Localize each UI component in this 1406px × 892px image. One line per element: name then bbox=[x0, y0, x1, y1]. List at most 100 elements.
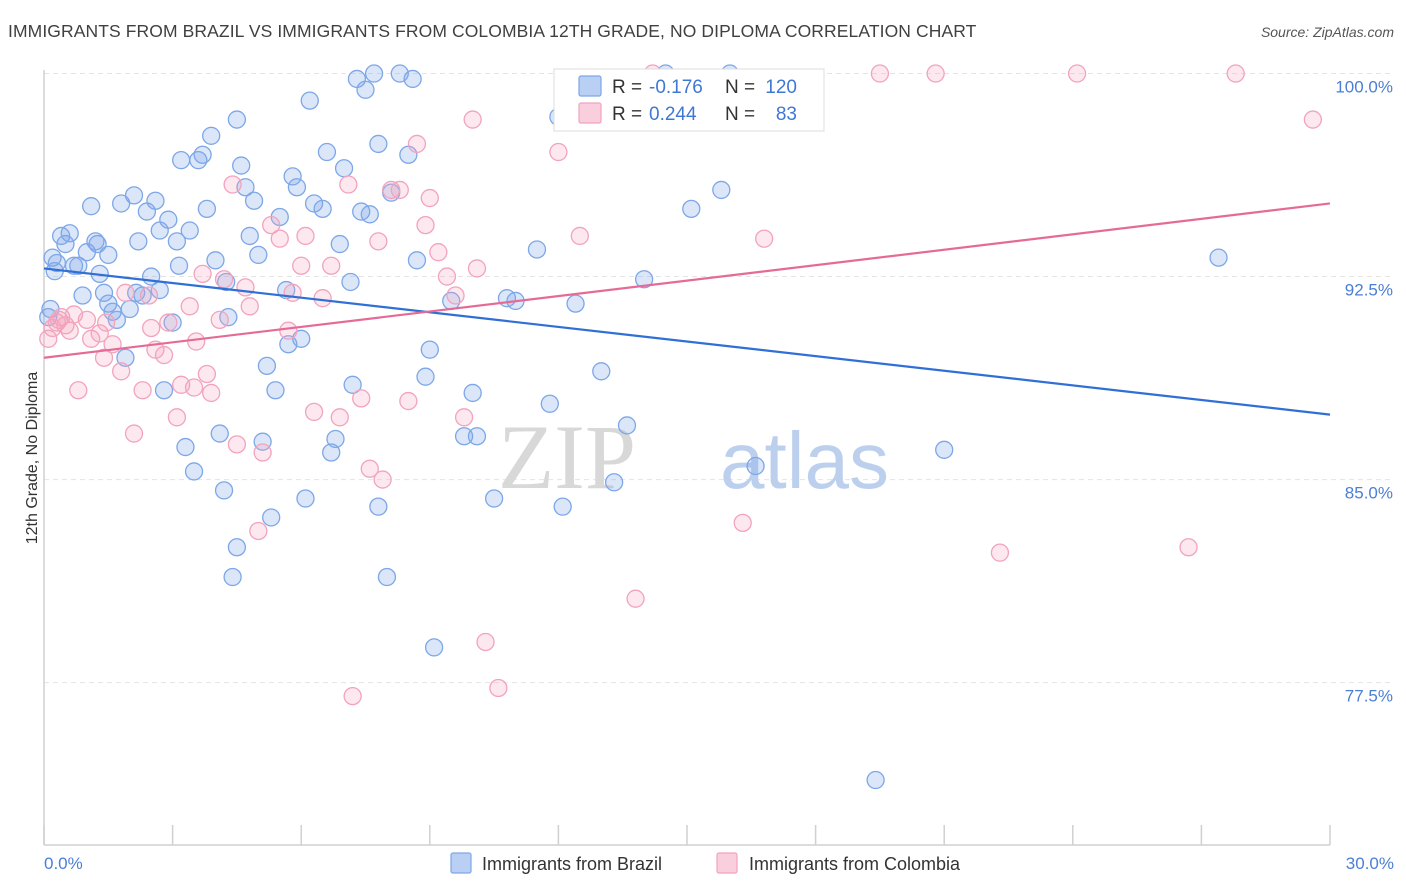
brazil-point bbox=[202, 126, 221, 145]
colombia-point bbox=[322, 256, 341, 275]
colombia-point bbox=[133, 381, 152, 400]
y-axis-label: 12th Grade, No Diploma bbox=[24, 372, 41, 545]
legend-swatch-colombia bbox=[578, 102, 602, 124]
colombia-point bbox=[870, 64, 890, 83]
legend-n-label-colombia: N = bbox=[725, 104, 755, 125]
brazil-point bbox=[249, 245, 268, 265]
brazil-point bbox=[356, 80, 375, 99]
colombia-point bbox=[313, 289, 332, 308]
legend-n-value-brazil: 120 bbox=[765, 77, 797, 98]
brazil-point bbox=[94, 283, 114, 302]
brazil-point bbox=[86, 232, 105, 251]
brazil-point bbox=[253, 432, 272, 451]
colombia-point bbox=[202, 383, 221, 403]
colombia-point bbox=[167, 408, 187, 427]
brazil-point bbox=[866, 770, 885, 790]
brazil-point bbox=[420, 340, 439, 359]
legend-r-value-brazil: -0.176 bbox=[649, 77, 703, 98]
colombia-point bbox=[77, 310, 97, 330]
brazil-point bbox=[167, 232, 187, 251]
colombia-point bbox=[249, 521, 268, 541]
brazil-point bbox=[592, 362, 611, 381]
bottom-legend-label-colombia: Immigrants from Colombia bbox=[749, 854, 961, 874]
brazil-point bbox=[88, 234, 107, 254]
brazil-point bbox=[210, 424, 229, 443]
brazil-point bbox=[317, 142, 337, 162]
brazil-point bbox=[82, 197, 101, 216]
colombia-point bbox=[733, 513, 752, 533]
brazil-point bbox=[604, 473, 624, 492]
brazil-point bbox=[107, 310, 127, 330]
colombia-point bbox=[1303, 110, 1323, 129]
correlation-legend: R = -0.176 N = 120 R = 0.244 N = 83 bbox=[553, 68, 825, 132]
colombia-point bbox=[240, 297, 259, 316]
y-tick-label: 100.0% bbox=[1335, 78, 1393, 97]
brazil-point bbox=[935, 440, 954, 459]
brazil-point bbox=[424, 638, 444, 657]
brazil-point bbox=[206, 251, 225, 270]
brazil-point bbox=[407, 251, 427, 270]
colombia-point bbox=[139, 286, 159, 305]
watermark-atlas: atlas bbox=[720, 416, 889, 505]
colombia-point bbox=[180, 297, 199, 316]
brazil-point bbox=[223, 567, 242, 587]
legend-n-value-colombia: 83 bbox=[776, 104, 797, 125]
y-tick-label: 85.0% bbox=[1345, 484, 1393, 503]
colombia-point bbox=[476, 632, 495, 652]
brazil-point bbox=[467, 427, 487, 446]
colombia-point bbox=[407, 134, 427, 154]
series-legend: Immigrants from Brazil Immigrants from C… bbox=[450, 852, 961, 874]
brazil-point bbox=[99, 245, 118, 265]
brazil-point bbox=[214, 481, 234, 500]
colombia-point bbox=[187, 332, 206, 351]
brazil-point bbox=[60, 224, 79, 243]
bottom-legend-label-brazil: Immigrants from Brazil bbox=[482, 854, 662, 874]
colombia-point bbox=[270, 229, 289, 248]
colombia-point bbox=[399, 391, 418, 411]
colombia-point bbox=[112, 362, 131, 381]
brazil-point bbox=[197, 199, 217, 219]
brazil-point bbox=[240, 226, 259, 246]
brazil-point bbox=[463, 383, 482, 403]
brazil-point bbox=[360, 205, 379, 224]
colombia-point bbox=[97, 313, 116, 332]
brazil-point bbox=[124, 186, 144, 205]
series-colombia-points bbox=[39, 64, 1323, 706]
colombia-point bbox=[373, 470, 392, 489]
brazil-point bbox=[313, 199, 332, 219]
colombia-point bbox=[236, 278, 255, 297]
colombia-point bbox=[429, 243, 448, 262]
brazil-point bbox=[330, 234, 349, 254]
brazil-point bbox=[262, 508, 281, 527]
colombia-point bbox=[369, 232, 388, 251]
brazil-point bbox=[403, 69, 422, 89]
brazil-point bbox=[120, 299, 139, 319]
colombia-point bbox=[94, 348, 114, 367]
brazil-point bbox=[527, 240, 547, 259]
y-tick-labels: 77.5% 85.0% 92.5% 100.0% bbox=[1335, 78, 1393, 706]
brazil-point bbox=[300, 91, 319, 110]
brazil-point bbox=[64, 256, 84, 275]
colombia-point bbox=[339, 175, 358, 194]
colombia-point bbox=[279, 321, 298, 340]
brazil-point bbox=[227, 538, 247, 557]
legend-swatch-brazil bbox=[578, 75, 602, 97]
brazil-point bbox=[169, 256, 189, 275]
colombia-point bbox=[69, 381, 88, 400]
brazil-point bbox=[484, 489, 504, 508]
colombia-point bbox=[926, 64, 945, 83]
brazil-point bbox=[283, 167, 302, 186]
brazil-point bbox=[634, 270, 654, 289]
colombia-point bbox=[227, 435, 247, 454]
brazil-point bbox=[217, 272, 236, 292]
colombia-point bbox=[142, 318, 161, 338]
colombia-point bbox=[446, 286, 465, 305]
brazil-point bbox=[566, 294, 585, 313]
brazil-point bbox=[69, 256, 88, 275]
brazil-point bbox=[184, 462, 204, 481]
brazil-point bbox=[1209, 248, 1228, 267]
brazil-point bbox=[159, 210, 178, 229]
colombia-point bbox=[214, 270, 234, 289]
brazil-point bbox=[553, 497, 572, 516]
brazil-point bbox=[257, 356, 277, 376]
